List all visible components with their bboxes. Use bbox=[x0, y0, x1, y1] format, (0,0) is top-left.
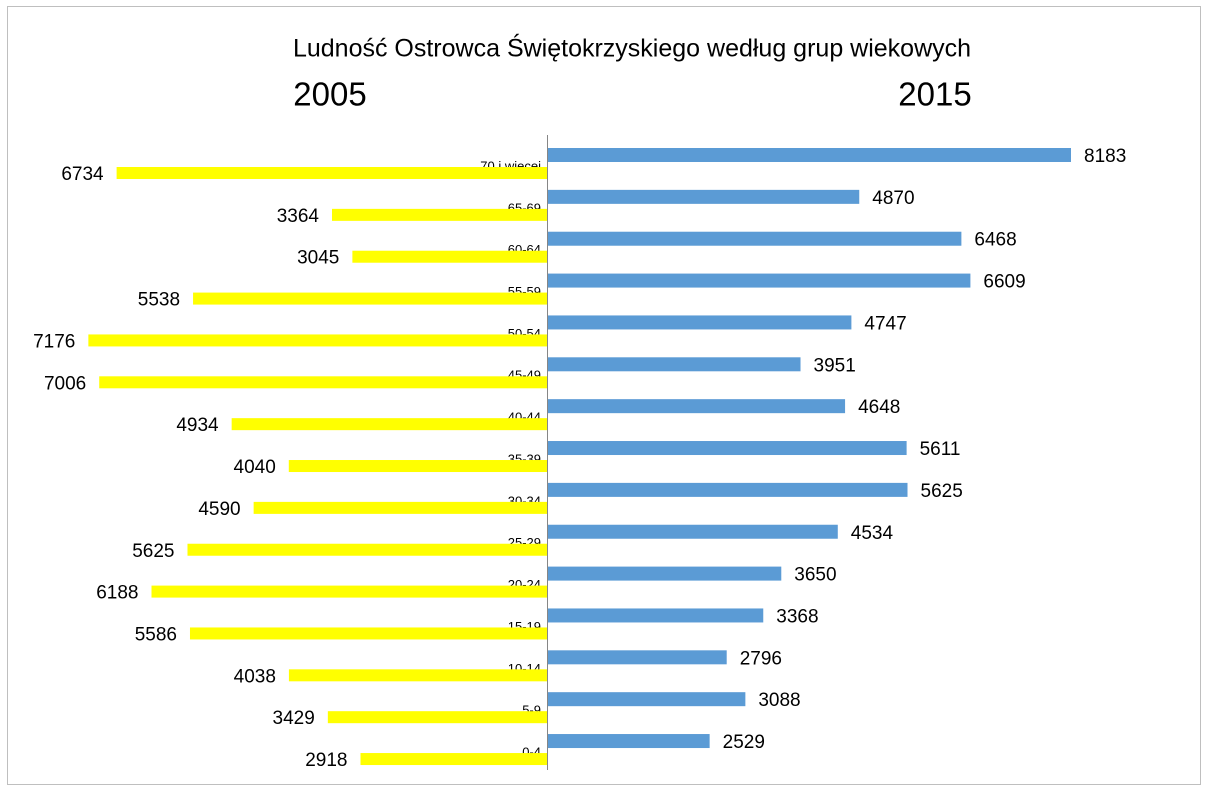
bar bbox=[548, 231, 962, 246]
value-label: 6468 bbox=[974, 230, 1016, 251]
value-label: 6188 bbox=[96, 583, 138, 604]
value-label: 3650 bbox=[794, 565, 836, 586]
bar bbox=[231, 418, 547, 431]
bar bbox=[548, 692, 746, 707]
value-label: 4590 bbox=[198, 499, 240, 520]
value-label: 8183 bbox=[1084, 146, 1126, 167]
bar bbox=[548, 148, 1071, 162]
value-label: 3429 bbox=[273, 708, 315, 729]
bar bbox=[548, 399, 846, 414]
bar bbox=[253, 501, 547, 514]
bar bbox=[548, 273, 971, 288]
value-label: 5586 bbox=[135, 624, 177, 645]
bar bbox=[548, 189, 860, 204]
value-label: 5538 bbox=[138, 290, 180, 311]
value-label: 4040 bbox=[234, 457, 276, 478]
bar bbox=[151, 585, 547, 598]
value-label: 4534 bbox=[851, 523, 894, 544]
value-label: 5611 bbox=[920, 439, 961, 460]
chart-border bbox=[7, 6, 1201, 785]
value-label: 6609 bbox=[983, 272, 1025, 293]
chart-title: Ludność Ostrowca Świętokrzyskiego według… bbox=[293, 33, 971, 63]
value-label: 7176 bbox=[33, 331, 75, 352]
value-label: 2796 bbox=[740, 648, 782, 669]
bar bbox=[548, 482, 908, 497]
value-label: 4038 bbox=[234, 666, 276, 687]
bar bbox=[548, 566, 782, 581]
value-label: 7006 bbox=[44, 373, 86, 394]
value-label: 3951 bbox=[814, 355, 856, 376]
bar bbox=[99, 376, 547, 389]
bar bbox=[327, 711, 547, 724]
value-label: 5625 bbox=[921, 481, 963, 502]
bar bbox=[548, 441, 907, 456]
value-label: 2529 bbox=[723, 732, 765, 753]
series-title: 2005 bbox=[293, 76, 366, 113]
value-label: 6734 bbox=[61, 164, 104, 185]
bar bbox=[352, 250, 547, 263]
value-label: 4747 bbox=[864, 313, 906, 334]
bar bbox=[548, 734, 710, 749]
bar bbox=[187, 543, 547, 556]
series-title: 2015 bbox=[898, 76, 971, 113]
bar bbox=[548, 357, 801, 372]
bar bbox=[548, 524, 838, 539]
bar bbox=[288, 460, 547, 473]
value-label: 4870 bbox=[872, 188, 914, 209]
bar bbox=[331, 208, 547, 221]
value-label: 4648 bbox=[858, 397, 900, 418]
bar bbox=[116, 167, 547, 179]
value-label: 2918 bbox=[305, 750, 347, 771]
value-label: 3368 bbox=[776, 606, 818, 627]
bar bbox=[189, 627, 547, 640]
bar bbox=[288, 669, 547, 682]
value-label: 3088 bbox=[758, 690, 800, 711]
value-label: 4934 bbox=[176, 415, 219, 436]
bar bbox=[548, 315, 852, 330]
bar bbox=[88, 334, 547, 347]
bar bbox=[360, 753, 547, 766]
bar bbox=[548, 608, 764, 623]
value-label: 3364 bbox=[277, 206, 320, 227]
bar bbox=[548, 650, 727, 665]
bar bbox=[193, 292, 547, 305]
value-label: 5625 bbox=[132, 541, 174, 562]
value-label: 3045 bbox=[297, 248, 339, 269]
